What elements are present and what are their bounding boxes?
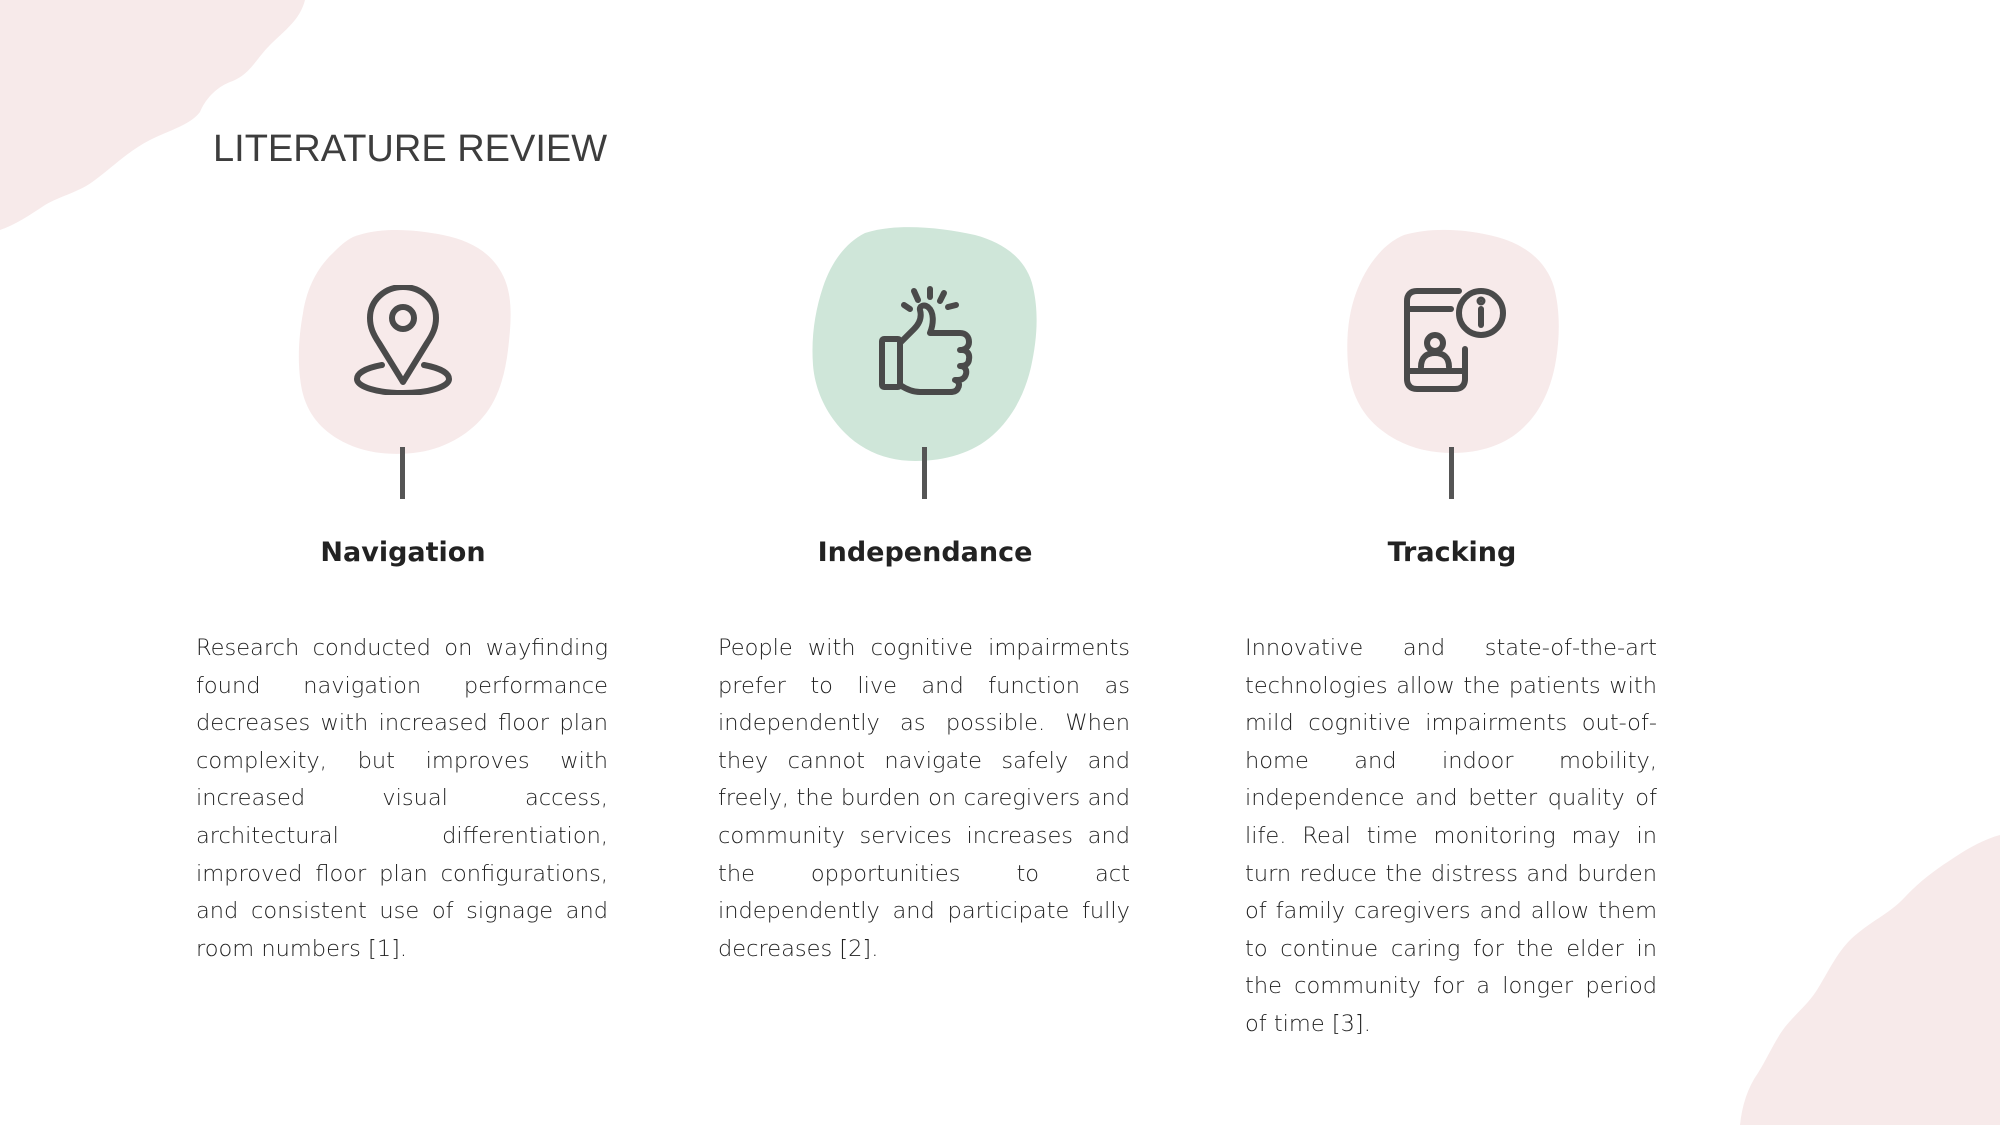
pink-blob-background: [298, 230, 511, 454]
icon-area: [193, 225, 613, 500]
column-independance: Independance People with cognitive impai…: [715, 225, 1135, 962]
phone-info-icon: [1404, 288, 1506, 392]
connector-stem: [1449, 447, 1454, 499]
column-heading: Independance: [817, 537, 1033, 568]
slide-title: LITERATURE REVIEW: [213, 128, 608, 170]
column-heading: Navigation: [320, 537, 486, 568]
column-body-text: Innovative and state-of-the-art technolo…: [1245, 635, 1657, 1037]
icon-area: [715, 225, 1135, 500]
column-tracking: Tracking Innovative and state-of-the-art…: [1242, 225, 1662, 1037]
green-blob-background: [812, 227, 1037, 461]
column-navigation: Navigation Research conducted on wayfind…: [193, 225, 613, 962]
icon-area: [1242, 225, 1662, 500]
column-body-text: Research conducted on wayfinding found n…: [196, 635, 608, 962]
corner-brush-bottom-right: [1740, 835, 2000, 1125]
column-body-text: People with cognitive impairments prefer…: [718, 635, 1130, 962]
map-pin-icon: [354, 285, 452, 395]
thumbs-up-icon: [879, 286, 973, 395]
corner-brush-top-left: [0, 0, 305, 230]
pink-blob-background: [1347, 229, 1559, 453]
column-heading: Tracking: [1387, 537, 1517, 568]
connector-stem: [922, 447, 927, 499]
connector-stem: [400, 447, 405, 499]
